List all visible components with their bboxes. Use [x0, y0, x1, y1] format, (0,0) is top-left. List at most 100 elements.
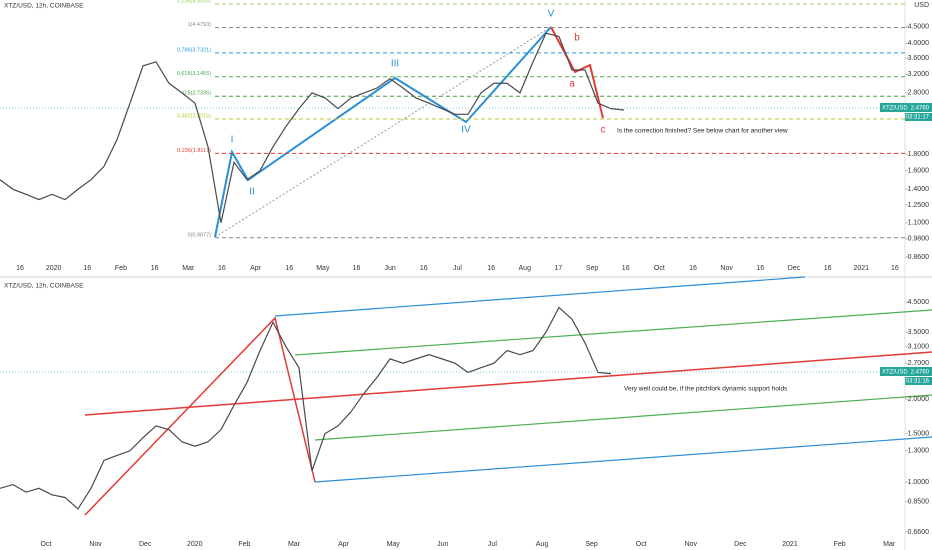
x-tick-label: 16 — [16, 265, 24, 272]
price-tag-box — [880, 367, 932, 376]
x-tick-label: 2021 — [853, 265, 869, 272]
y-tick-label: 0.8600 — [908, 254, 930, 261]
annotation: I — [231, 135, 234, 146]
countdown: 03:31:17 — [906, 115, 930, 121]
price-line — [0, 306, 612, 510]
x-tick-label: Sep — [586, 265, 599, 272]
fib-label: 0.236(1.8117) — [177, 148, 211, 154]
pitchfork-inner-lower — [314, 394, 932, 441]
y-tick-label: 1.0000 — [908, 479, 930, 486]
y-tick-label: 1.2500 — [908, 202, 930, 209]
fib-label: 0.618(3.1455) — [177, 71, 211, 77]
y-tick-label: 1.1000 — [908, 220, 930, 227]
y-tick-label: 1.8000 — [908, 151, 930, 158]
pitchfork-upper — [274, 276, 806, 317]
x-tick-label: Apr — [338, 541, 350, 548]
fib-label: 0.5(2.7335) — [183, 91, 211, 97]
pitchfork-handle — [84, 316, 316, 516]
x-tick-label: 16 — [353, 265, 361, 272]
x-tick-label: 16 — [487, 265, 495, 272]
x-tick-label: Mar — [288, 541, 301, 548]
annotation: a — [569, 79, 575, 90]
x-tick-label: 16 — [285, 265, 293, 272]
countdown-box — [905, 377, 932, 385]
pitchfork-lower — [314, 436, 932, 483]
x-tick-label: Jul — [488, 541, 497, 548]
x-tick-label: Jun — [437, 541, 448, 548]
x-tick-label: Dec — [788, 265, 801, 272]
x-tick-label: Dec — [734, 541, 747, 548]
y-tick-label: 0.8500 — [908, 498, 930, 505]
y-tick-label: 3.2000 — [908, 71, 930, 78]
countdown-box — [905, 113, 932, 121]
x-tick-label: 2021 — [782, 541, 798, 548]
x-tick-label: Mar — [883, 541, 896, 548]
x-tick-label: Oct — [41, 541, 52, 548]
pitchfork-inner-upper — [294, 309, 932, 356]
y-tick-label: 2.0000 — [908, 396, 930, 403]
x-tick-label: Feb — [115, 265, 127, 272]
x-tick-label: Aug — [519, 265, 532, 272]
annotation: III — [391, 59, 399, 70]
y-tick-label: 0.9800 — [908, 236, 930, 243]
x-tick-label: Jul — [453, 265, 462, 272]
x-tick-label: Aug — [536, 541, 549, 548]
x-tick-label: Sep — [585, 541, 598, 548]
wave-path — [214, 26, 552, 238]
y-tick-label: 1.4000 — [908, 186, 930, 193]
x-tick-label: Nov — [720, 265, 733, 272]
countdown: 03:31:16 — [906, 379, 930, 385]
annotation: II — [249, 187, 255, 198]
price-tag-box — [880, 103, 932, 112]
fib-label: 0(0.9877) — [187, 232, 211, 238]
x-tick-label: Oct — [636, 541, 647, 548]
y-tick-label: 4.5000 — [908, 24, 930, 31]
y-tick-label: 2.7000 — [908, 360, 930, 367]
y-tick-label: 0.6600 — [908, 529, 930, 536]
x-tick-label: 16 — [756, 265, 764, 272]
fib-label: 0.382(2.3215) — [177, 113, 211, 119]
y-tick-label: 3.1000 — [908, 344, 930, 351]
fib-label: 1(4.4793) — [187, 22, 211, 28]
price-line — [0, 32, 625, 223]
annotation: V — [548, 9, 555, 20]
pitchfork-median — [84, 351, 932, 416]
x-tick-label: Nov — [685, 541, 698, 548]
fib-label: 1.236(5.3033) — [177, 0, 211, 5]
price-tag-symbol: XTZ/USD — [882, 106, 908, 112]
y-tick-label: 1.6000 — [908, 168, 930, 175]
y-tick-label: 3.6000 — [908, 55, 930, 62]
annotation: Very well could be, if the pitchfork dyn… — [624, 386, 788, 393]
x-tick-label: 16 — [622, 265, 630, 272]
x-tick-label: Apr — [250, 265, 262, 272]
fib-label: 0.786(3.7321) — [177, 47, 211, 53]
x-tick-label: May — [387, 541, 401, 548]
x-tick-label: Feb — [238, 541, 250, 548]
annotation: Is the correction finished? See below ch… — [617, 128, 788, 135]
x-tick-label: Dec — [139, 541, 152, 548]
y-tick-label: 1.5000 — [908, 430, 930, 437]
y-tick-label: 3.5000 — [908, 329, 930, 336]
x-tick-label: 2020 — [187, 541, 203, 548]
x-tick-label: Jun — [385, 265, 396, 272]
correction-path — [550, 26, 604, 119]
y-tick-label: 1.3000 — [908, 448, 930, 455]
x-tick-label: 16 — [420, 265, 428, 272]
x-tick-label: 16 — [83, 265, 91, 272]
x-tick-label: 16 — [218, 265, 226, 272]
price-tag-price: 2.4760 — [911, 106, 930, 112]
price-tag-price: 2.4760 — [911, 370, 930, 376]
x-tick-label: 16 — [151, 265, 159, 272]
x-tick-label: Feb — [834, 541, 846, 548]
x-tick-label: Oct — [654, 265, 665, 272]
x-tick-label: 16 — [689, 265, 697, 272]
annotation: IV — [461, 125, 471, 136]
x-tick-label: May — [316, 265, 330, 272]
x-tick-label: 16 — [824, 265, 832, 272]
x-tick-label: Nov — [89, 541, 102, 548]
x-tick-label: Mar — [182, 265, 195, 272]
chart-title: XTZ/USD, 12h, COINBASE — [4, 3, 84, 10]
y-tick-label: 2.8000 — [908, 90, 930, 97]
